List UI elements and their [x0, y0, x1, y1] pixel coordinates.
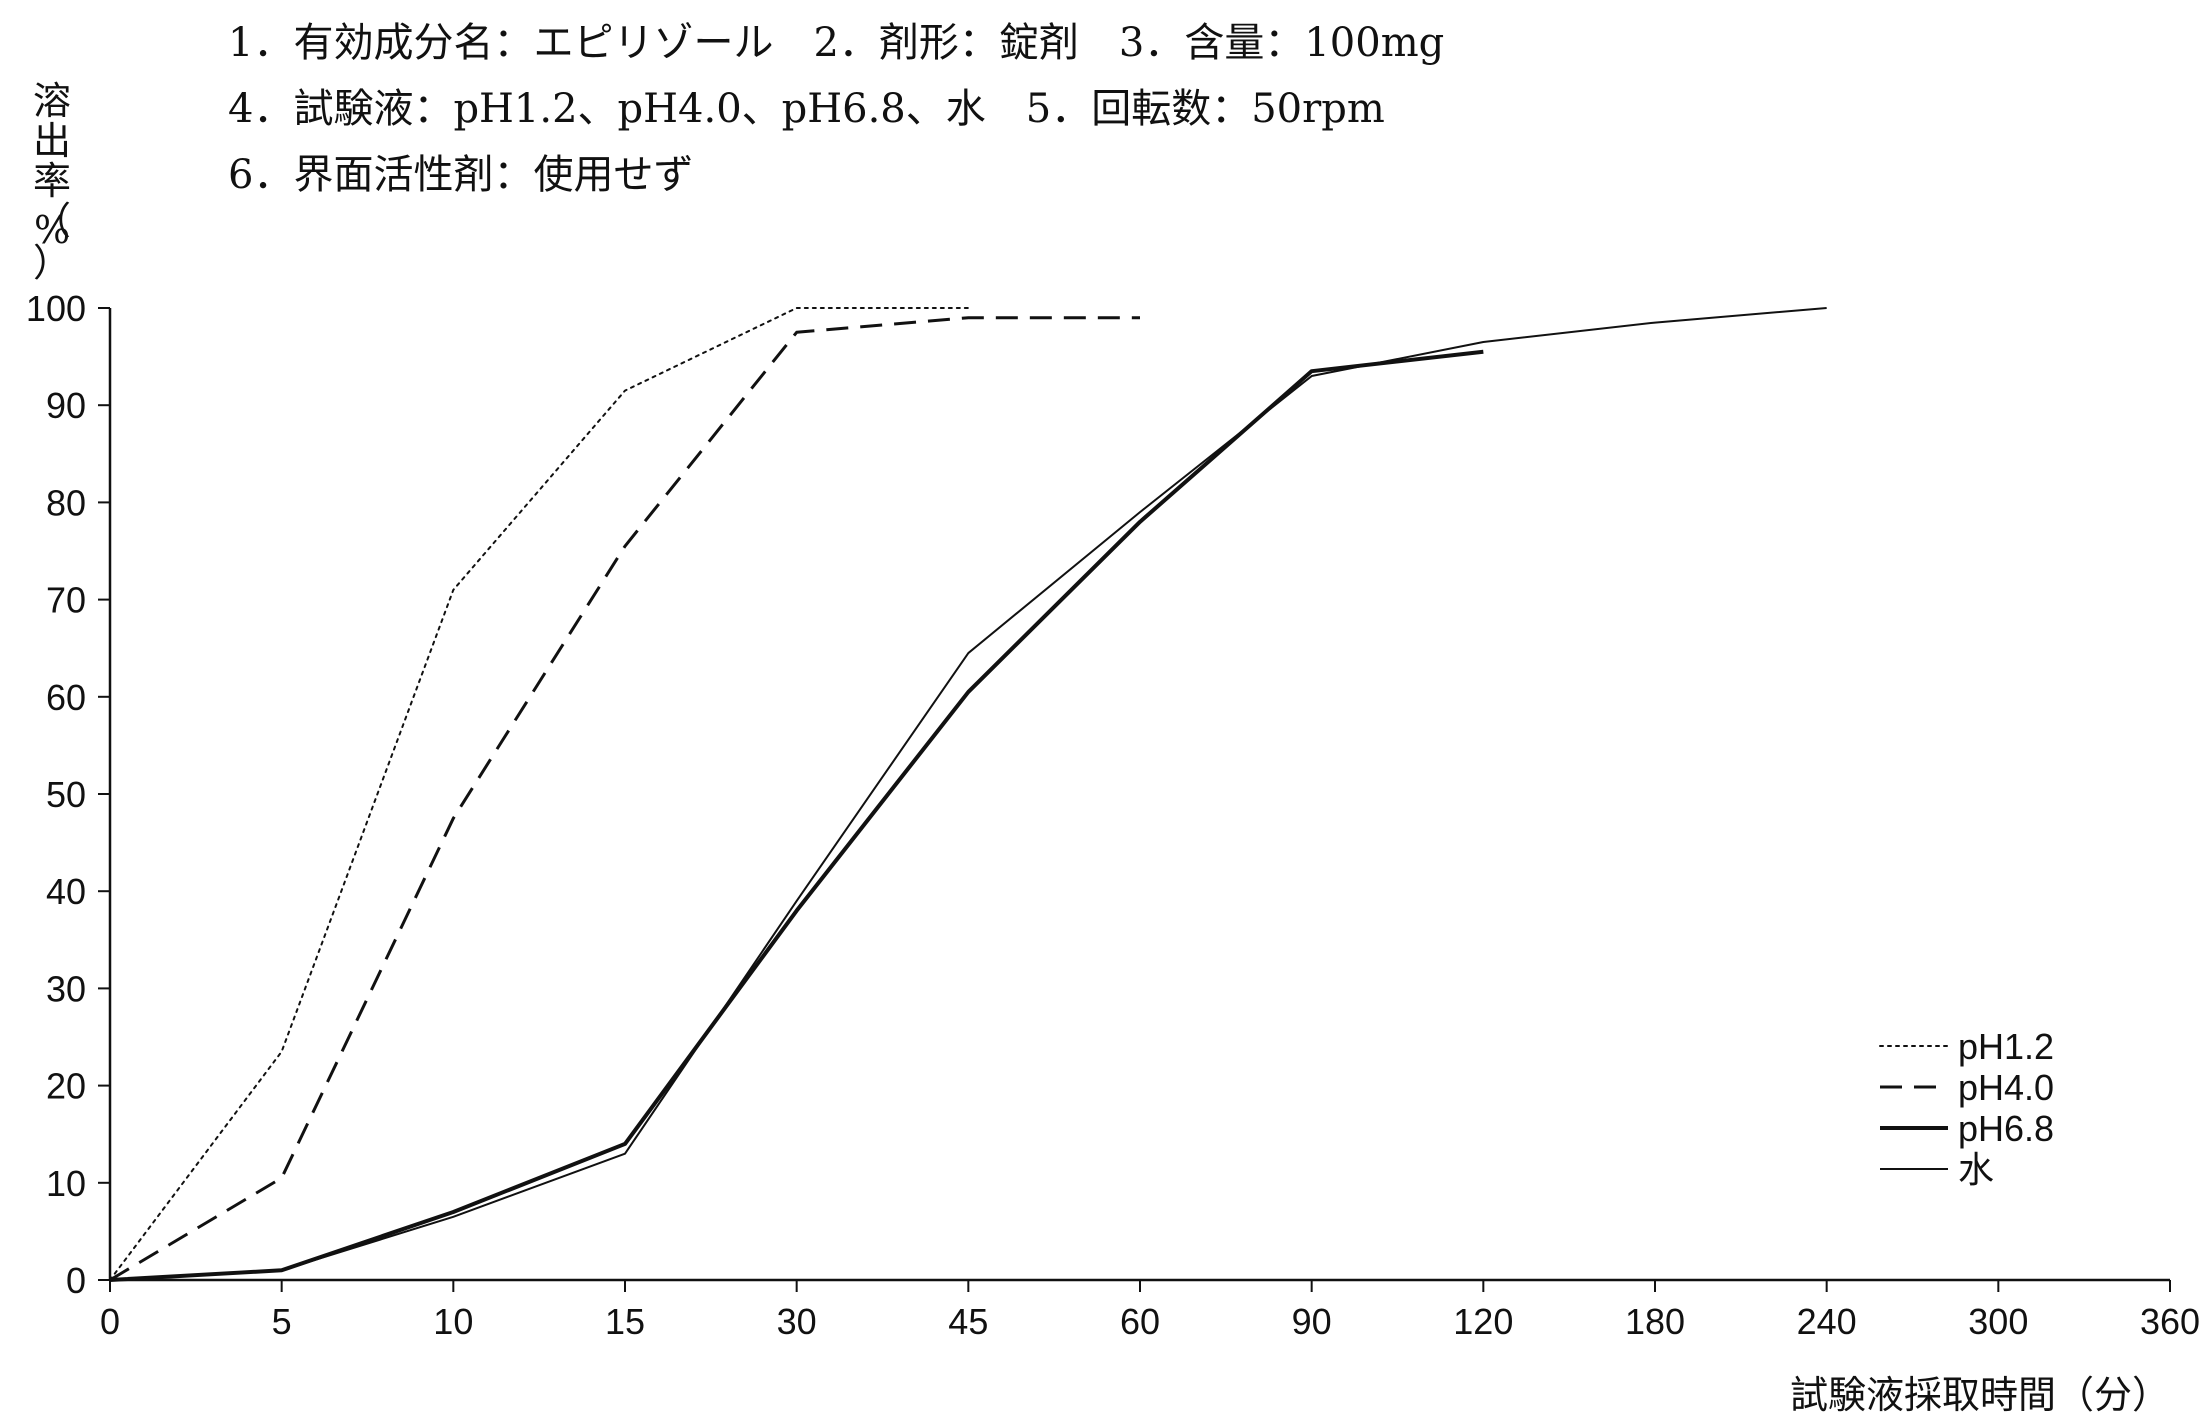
- y-tick-label: 80: [46, 482, 86, 523]
- x-tick-label: 120: [1453, 1301, 1513, 1342]
- x-tick-label: 240: [1797, 1301, 1857, 1342]
- condition-line-2: 4．試験液：pH1.2、pH4.0、pH6.8、水 5．回転数：50rpm: [228, 86, 1385, 132]
- series-line-水: [109, 307, 1827, 1281]
- legend-label: pH6.8: [1958, 1108, 2054, 1149]
- y-tick-label: 10: [46, 1163, 86, 1204]
- series-line-pH4.0: [109, 316, 1140, 1282]
- y-tick-label: 90: [46, 385, 86, 426]
- y-tick-label: 100: [26, 288, 86, 329]
- x-tick-label: 30: [777, 1301, 817, 1342]
- y-axis-title-char: （: [32, 199, 71, 243]
- x-tick-label: 0: [100, 1301, 120, 1342]
- x-tick-label: 45: [948, 1301, 988, 1342]
- y-axis-title-char: 溶: [32, 79, 71, 123]
- legend-label: 水: [1958, 1149, 1994, 1190]
- x-tick-label: 360: [2140, 1301, 2200, 1342]
- series-line-pH6.8: [109, 349, 1484, 1282]
- x-tick-label: 300: [1968, 1301, 2028, 1342]
- series-line-pH1.2: [109, 307, 970, 1281]
- legend-label: pH1.2: [1958, 1026, 2054, 1067]
- x-tick-label: 15: [605, 1301, 645, 1342]
- x-axis-title: 試験液採取時間（分）: [1790, 1373, 2170, 1417]
- x-tick-label: 60: [1120, 1301, 1160, 1342]
- y-tick-label: 70: [46, 580, 86, 621]
- legend-label: pH4.0: [1958, 1067, 2054, 1108]
- y-axis-title-char: %: [33, 208, 71, 252]
- x-tick-label: 90: [1292, 1301, 1332, 1342]
- y-tick-label: 60: [46, 677, 86, 718]
- x-tick-label: 180: [1625, 1301, 1685, 1342]
- y-axis-title-char: 出: [32, 119, 71, 163]
- condition-line-3: 6．界面活性剤：使用せず: [228, 152, 694, 198]
- y-tick-label: 30: [46, 968, 86, 1009]
- y-tick-label: 40: [46, 871, 86, 912]
- y-axis-title-char: 率: [32, 159, 71, 203]
- y-tick-label: 20: [46, 1066, 86, 1107]
- condition-line-1: 1．有効成分名：エピリゾール 2．剤形：錠剤 3．含量：100mg: [228, 20, 1445, 66]
- x-tick-label: 5: [272, 1301, 292, 1342]
- y-tick-label: 50: [46, 774, 86, 815]
- y-axis-title-char: ）: [32, 241, 71, 285]
- x-tick-label: 10: [433, 1301, 473, 1342]
- y-tick-label: 0: [66, 1260, 86, 1301]
